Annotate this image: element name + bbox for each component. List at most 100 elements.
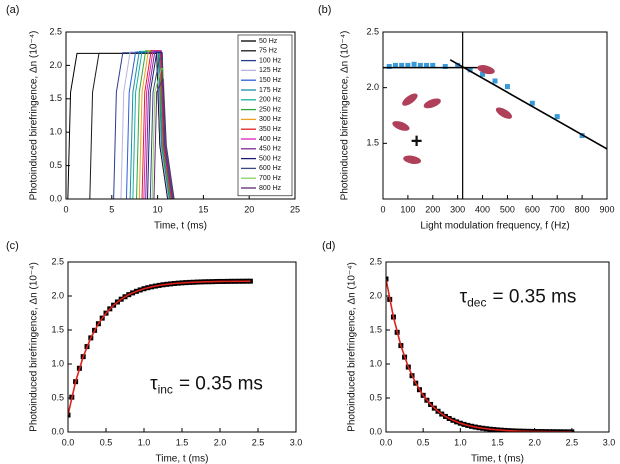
data-point	[492, 78, 498, 84]
x-tick-label: 2.0	[528, 437, 541, 447]
y-tick-label: 0.5	[369, 392, 382, 402]
legend-label: 800 Hz	[259, 185, 282, 192]
molecule-icon	[403, 155, 422, 164]
x-tick-label: 10	[153, 204, 163, 214]
molecule-icon	[495, 107, 513, 119]
y-tick-label: 0.5	[49, 160, 62, 170]
legend-label: 200 Hz	[259, 97, 282, 104]
data-point	[550, 429, 556, 432]
molecule-icon	[392, 121, 410, 131]
x-tick-label: 0.5	[100, 437, 113, 447]
x-tick-label: 0	[63, 204, 68, 214]
data-point	[424, 62, 430, 68]
annotation-text: = 0.35 ms	[492, 287, 576, 308]
data-point	[524, 428, 530, 432]
data-point	[386, 276, 389, 282]
x-tick-label: 0.0	[62, 437, 75, 447]
y-tick-label: 2.5	[49, 26, 62, 36]
series-line	[449, 59, 607, 150]
data-point	[392, 62, 398, 68]
molecule-icon	[402, 93, 418, 106]
x-tick-label: 200	[425, 204, 440, 214]
y-tick-label: 0.0	[49, 193, 62, 203]
data-point	[247, 278, 253, 284]
legend-label: 175 Hz	[259, 87, 282, 94]
x-tick-label: 1.0	[454, 437, 467, 447]
y-tick-label: 1.5	[51, 324, 64, 334]
series-line	[149, 58, 174, 199]
y-axis-label: Photoinduced birefringence, Δn (10⁻⁴)	[29, 31, 40, 201]
y-tick-label: 2.0	[369, 290, 382, 300]
legend-label: 250 Hz	[259, 106, 282, 113]
legend-label: 100 Hz	[259, 57, 282, 64]
data-point	[442, 64, 448, 70]
x-tick-label: 2.5	[252, 437, 265, 447]
x-tick-label: 900	[599, 204, 614, 214]
y-axis-label: Photoinduced birefringence, Δn (10⁻⁴)	[29, 262, 40, 432]
x-axis-label: Time, t (ms)	[154, 221, 207, 232]
panel-label: (b)	[318, 4, 331, 16]
data-point	[504, 84, 510, 90]
x-tick-label: 100	[400, 204, 415, 214]
panel-label: (a)	[6, 4, 19, 16]
x-tick-label: 600	[525, 204, 540, 214]
data-point	[405, 62, 411, 68]
x-tick-label: 1.0	[138, 437, 151, 447]
plot-frame	[385, 261, 610, 433]
data-point	[68, 412, 71, 418]
data-point	[532, 429, 538, 432]
plot-area	[67, 50, 175, 199]
data-point	[561, 429, 567, 432]
plot-frame	[382, 31, 608, 200]
x-tick-label: 25	[290, 204, 300, 214]
legend-label: 125 Hz	[259, 67, 282, 74]
data-point	[569, 429, 575, 432]
legend-label: 600 Hz	[259, 165, 282, 172]
x-tick-label: 3.0	[290, 437, 303, 447]
legend-label: 500 Hz	[259, 155, 282, 162]
molecule-icon	[477, 65, 495, 75]
y-tick-label: 2.0	[49, 60, 62, 70]
annotation: +	[411, 131, 423, 153]
annotation: τdec = 0.35 ms	[460, 287, 577, 310]
data-point	[539, 429, 545, 432]
panel: (b) Photoinduced birefringence, Δn (10⁻⁴)…	[318, 4, 615, 232]
x-tick-label: 700	[550, 204, 565, 214]
data-point	[554, 429, 560, 432]
y-tick-label: 2.5	[369, 256, 382, 266]
annotation: τinc = 0.35 ms	[150, 373, 263, 396]
x-tick-label: 1.5	[491, 437, 504, 447]
annotation-symbol: τ	[460, 287, 468, 308]
x-tick-label: 0.0	[380, 437, 393, 447]
data-point	[386, 64, 392, 70]
legend-label: 700 Hz	[259, 175, 282, 182]
y-tick-label: 0.0	[369, 426, 382, 436]
x-tick-label: 2.5	[566, 437, 579, 447]
data-point	[521, 428, 527, 432]
x-tick-label: 5	[109, 204, 114, 214]
molecule-icon	[423, 98, 441, 109]
annotation-subscript: dec	[467, 296, 486, 310]
y-tick-label: 2.5	[51, 256, 64, 266]
x-tick-label: 400	[475, 204, 490, 214]
data-point	[558, 429, 564, 432]
x-tick-label: 0.5	[417, 437, 430, 447]
x-tick-label: 1.5	[176, 437, 189, 447]
data-point	[467, 67, 473, 73]
x-tick-label: 15	[198, 204, 208, 214]
x-tick-label: 0	[380, 204, 385, 214]
data-point	[543, 429, 549, 432]
x-axis-label: Time, t (ms)	[156, 454, 209, 464]
plot-frame	[67, 261, 297, 433]
legend-label: 350 Hz	[259, 126, 282, 133]
data-point	[411, 61, 417, 67]
x-tick-label: 800	[575, 204, 590, 214]
panel: (a) Photoinduced birefringence, Δn (10⁻⁴)…	[6, 4, 300, 232]
data-point	[554, 114, 560, 120]
legend-label: 300 Hz	[259, 116, 282, 123]
panel: (d) Photoinduced birefringence, Δn (10⁻⁴)…	[322, 240, 615, 464]
data-point	[547, 429, 553, 432]
data-point	[430, 62, 436, 68]
legend-label: 450 Hz	[259, 146, 282, 153]
